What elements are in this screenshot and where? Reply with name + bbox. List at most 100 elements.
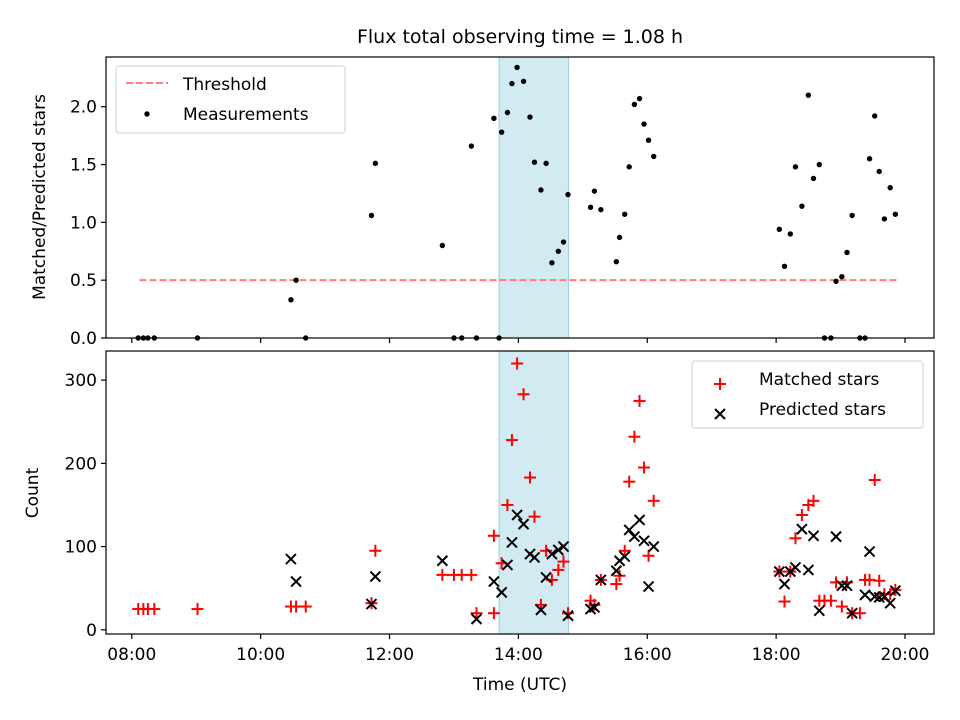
- matched-star-point: [628, 430, 641, 443]
- measurement-point: [641, 121, 647, 127]
- top-panel: 0.00.51.01.52.0 Matched/Predicted stars …: [30, 56, 935, 349]
- x-tick-label: 18:00: [752, 645, 801, 665]
- matched-star-point: [511, 357, 524, 370]
- predicted-star-point: [841, 580, 853, 592]
- predicted-star-point: [506, 536, 518, 549]
- predicted-legend-label: Predicted stars: [759, 400, 886, 420]
- predicted-star-point: [830, 530, 842, 543]
- predicted-star-point: [863, 545, 876, 558]
- matched-star-point: [540, 544, 553, 557]
- predicted-star-point: [365, 598, 378, 610]
- bottom-axes-frame: [105, 350, 935, 635]
- measurement-point: [491, 115, 497, 121]
- measurement-point: [565, 191, 571, 198]
- predicted-star-point: [647, 540, 660, 553]
- measurement-point: [368, 212, 375, 219]
- predicted-star-point: [778, 578, 791, 590]
- predicted-star-point: [511, 509, 523, 521]
- predicted-star-point: [369, 570, 382, 583]
- matched-star-point: [868, 474, 881, 487]
- top-y-tick-label: 0.0: [70, 329, 97, 349]
- top-legend-box: [115, 65, 346, 134]
- matched-star-point: [873, 574, 886, 587]
- x-tick-label: 20:00: [881, 645, 930, 665]
- threshold-legend-label: Threshold: [182, 75, 267, 95]
- measurement-point: [631, 101, 638, 108]
- measurement-point: [613, 258, 620, 265]
- measurement-point: [887, 184, 893, 191]
- predicted-star-point: [562, 609, 574, 622]
- matched-star-point: [470, 607, 483, 620]
- x-tick-label: 14:00: [494, 645, 543, 665]
- predicted-star-point: [628, 530, 641, 543]
- matched-star-point: [517, 388, 530, 401]
- measurement-point: [538, 187, 544, 193]
- matched-star-point: [610, 578, 623, 591]
- measurement-point: [839, 274, 845, 280]
- matched-star-point: [562, 607, 575, 620]
- matched-star-point: [633, 394, 646, 407]
- predicted-star-point: [642, 580, 655, 593]
- matched-star-point: [557, 555, 570, 568]
- measurement-point: [616, 234, 623, 241]
- measurement-point: [531, 159, 538, 165]
- predicted-star-point: [884, 597, 896, 609]
- bottom-y-tick-label: 300: [65, 371, 97, 391]
- measurement-point: [781, 263, 788, 270]
- predicted-star-point: [517, 518, 530, 530]
- measurement-point: [626, 164, 632, 170]
- predicted-star-point: [595, 574, 607, 586]
- measurement-point: [776, 226, 783, 233]
- matched-star-point: [191, 603, 204, 616]
- measurement-point: [787, 231, 794, 237]
- bottom-y-ticks: 0 100 200 300: [65, 371, 106, 641]
- matched-stars-points: [132, 357, 902, 620]
- predicted-star-point: [789, 561, 802, 574]
- matched-star-point: [487, 607, 500, 620]
- measurement-point: [636, 95, 643, 102]
- bottom-legend: Matched stars Predicted stars: [691, 360, 924, 429]
- predicted-star-point: [638, 535, 650, 547]
- measurement-point: [598, 206, 604, 213]
- matched-star-point: [369, 544, 382, 557]
- measurement-point: [866, 156, 873, 162]
- measurement-point: [591, 188, 598, 194]
- bottom-legend-box: [691, 360, 924, 429]
- bottom-y-axis-label: Count: [23, 467, 43, 518]
- measurement-point: [844, 249, 850, 256]
- predicted-star-point: [889, 585, 902, 597]
- predicted-star-point: [773, 565, 786, 578]
- predicted-star-point: [436, 555, 449, 567]
- bottom-y-tick-label: 200: [65, 454, 97, 474]
- measurement-point: [372, 160, 379, 167]
- predicted-star-point: [557, 540, 570, 553]
- measurement-point: [520, 78, 527, 84]
- predicted-star-point: [546, 548, 558, 560]
- measurement-point: [881, 216, 888, 222]
- predicted-star-point: [528, 551, 541, 564]
- top-y-ticks: 0.0 0.5 1.0 1.5 2.0: [70, 98, 106, 349]
- matched-star-point: [523, 471, 536, 484]
- matched-star-point: [638, 461, 651, 474]
- measurement-point: [872, 113, 878, 119]
- matched-star-point: [778, 595, 791, 608]
- predicted-star-point: [588, 601, 601, 614]
- measurement-point: [892, 211, 899, 217]
- matched-star-point: [824, 594, 837, 607]
- bottom-x-ticks: 08:00 10:00 12:00 14:00 16:00 18:00 20:00: [107, 634, 930, 665]
- x-tick-label: 08:00: [107, 645, 156, 665]
- x-tick-label: 16:00: [623, 645, 672, 665]
- matched-legend-label: Matched stars: [759, 370, 879, 390]
- top-shaded-span: [498, 56, 570, 339]
- measurement-point: [498, 129, 505, 135]
- x-tick-label: 10:00: [236, 645, 285, 665]
- measurements-legend-label: Measurements: [183, 105, 309, 125]
- measurement-point: [810, 175, 817, 182]
- predicted-star-point: [470, 613, 483, 625]
- predicted-star-point: [501, 559, 514, 571]
- top-y-axis-label: Matched/Predicted stars: [30, 94, 50, 300]
- measurement-point: [587, 204, 594, 211]
- matched-star-point: [299, 600, 312, 613]
- predicted-star-point: [802, 564, 815, 576]
